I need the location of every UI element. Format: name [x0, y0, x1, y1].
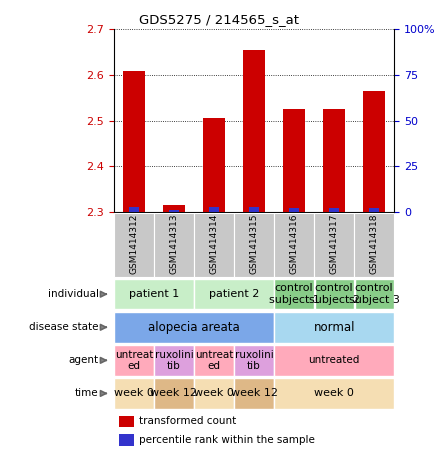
Text: ruxolini
tib: ruxolini tib	[235, 350, 273, 371]
Bar	[194, 378, 233, 409]
Text: GSM1414315: GSM1414315	[250, 213, 258, 274]
Bar	[120, 416, 134, 427]
Text: normal: normal	[313, 321, 355, 334]
Bar	[154, 212, 194, 277]
Text: week 12: week 12	[150, 388, 198, 399]
Bar	[354, 212, 394, 277]
Bar	[194, 345, 233, 376]
Text: untreat
ed: untreat ed	[195, 350, 233, 371]
Bar	[234, 212, 274, 277]
Bar	[249, 207, 259, 212]
Text: untreat
ed: untreat ed	[115, 350, 153, 371]
Bar	[123, 71, 145, 212]
Text: week 0: week 0	[314, 388, 354, 399]
Text: GSM1414318: GSM1414318	[370, 213, 379, 274]
Text: transformed count: transformed count	[139, 416, 237, 426]
Bar	[154, 345, 194, 376]
Bar	[114, 312, 274, 342]
Text: individual: individual	[48, 289, 99, 299]
Text: control
subject 2: control subject 2	[309, 284, 360, 305]
Bar	[234, 345, 274, 376]
Bar	[120, 434, 134, 446]
Bar	[163, 205, 185, 212]
Bar	[329, 208, 339, 212]
Bar	[194, 212, 234, 277]
Text: percentile rank within the sample: percentile rank within the sample	[139, 435, 315, 445]
Text: agent: agent	[68, 355, 99, 366]
Bar	[275, 345, 394, 376]
Bar	[274, 212, 314, 277]
Bar	[275, 378, 394, 409]
Bar	[114, 279, 194, 309]
Text: GSM1414316: GSM1414316	[290, 213, 299, 274]
Text: GDS5275 / 214565_s_at: GDS5275 / 214565_s_at	[139, 13, 299, 26]
Bar	[283, 109, 305, 212]
Bar	[369, 208, 379, 212]
Bar	[114, 212, 154, 277]
Text: untreated: untreated	[308, 355, 360, 366]
Text: GSM1414314: GSM1414314	[209, 213, 219, 274]
Text: control
subject 3: control subject 3	[349, 284, 399, 305]
Text: disease state: disease state	[29, 322, 99, 333]
Bar	[314, 279, 354, 309]
Text: week 12: week 12	[230, 388, 278, 399]
Text: GSM1414317: GSM1414317	[330, 213, 339, 274]
Text: alopecia areata: alopecia areata	[148, 321, 240, 334]
Bar	[114, 345, 154, 376]
Bar	[275, 312, 394, 342]
Text: week 0: week 0	[114, 388, 154, 399]
Text: time: time	[75, 388, 99, 399]
Bar	[114, 378, 154, 409]
Bar	[194, 279, 274, 309]
Text: patient 2: patient 2	[209, 289, 259, 299]
Text: control
subject 1: control subject 1	[268, 284, 320, 305]
Text: ruxolini
tib: ruxolini tib	[155, 350, 193, 371]
Bar	[234, 378, 274, 409]
Text: week 0: week 0	[194, 388, 234, 399]
Bar	[209, 207, 219, 212]
Bar	[129, 207, 139, 212]
Bar	[289, 208, 299, 212]
Bar	[275, 279, 314, 309]
Bar	[243, 50, 265, 212]
Bar	[203, 118, 225, 212]
Text: patient 1: patient 1	[129, 289, 179, 299]
Text: GSM1414312: GSM1414312	[129, 213, 138, 274]
Text: GSM1414313: GSM1414313	[170, 213, 178, 274]
Bar	[363, 91, 385, 212]
Bar	[314, 212, 354, 277]
Bar	[354, 279, 394, 309]
Bar	[154, 378, 194, 409]
Bar	[323, 109, 345, 212]
Bar	[169, 210, 179, 212]
